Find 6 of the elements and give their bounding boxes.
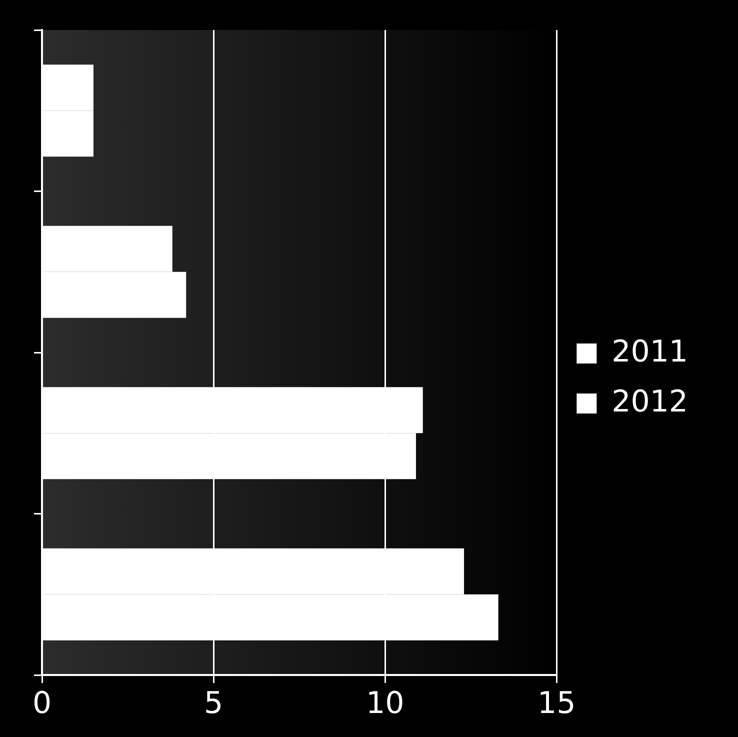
legend-label: 2011	[612, 334, 688, 370]
legend-label: 2012	[612, 384, 688, 420]
x-tick-label: 10	[366, 686, 404, 721]
x-tick-label: 5	[204, 686, 224, 721]
x-tick-label: 0	[32, 686, 52, 721]
x-tick-label: 15	[538, 686, 576, 721]
